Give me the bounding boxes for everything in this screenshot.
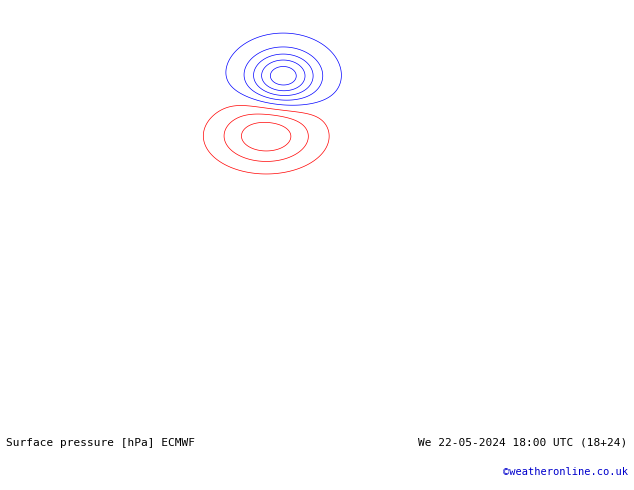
Text: ©weatheronline.co.uk: ©weatheronline.co.uk bbox=[503, 467, 628, 477]
Text: Surface pressure [hPa] ECMWF: Surface pressure [hPa] ECMWF bbox=[6, 438, 195, 448]
Text: We 22-05-2024 18:00 UTC (18+24): We 22-05-2024 18:00 UTC (18+24) bbox=[418, 438, 628, 448]
